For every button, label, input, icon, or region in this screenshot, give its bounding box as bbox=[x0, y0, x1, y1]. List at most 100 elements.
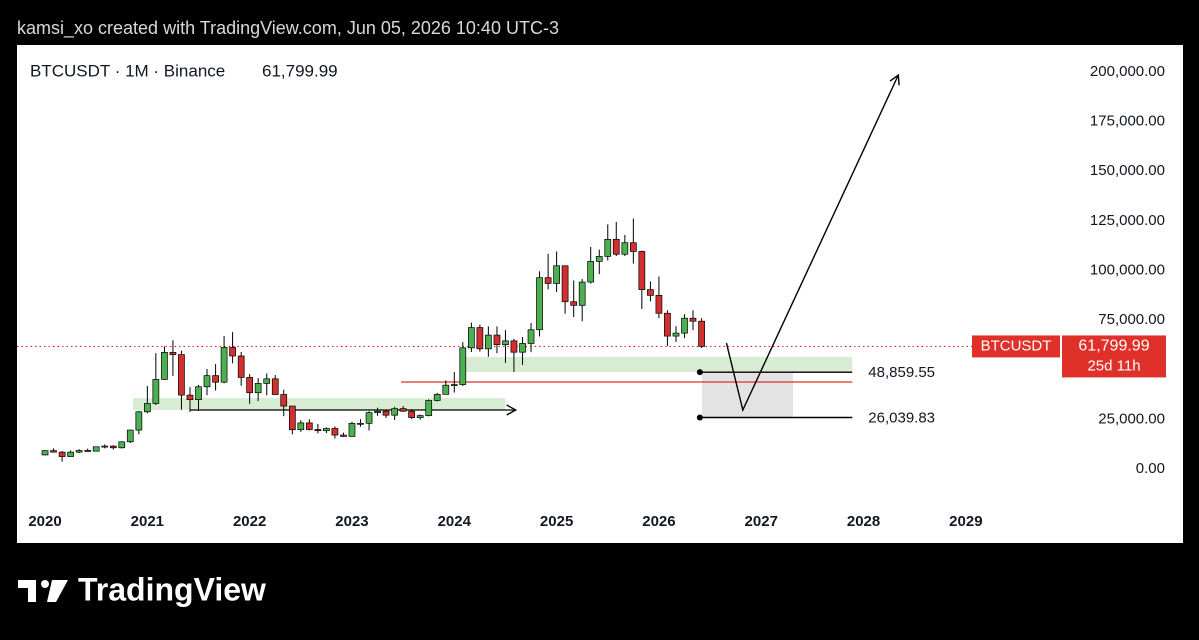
candle-body bbox=[220, 347, 228, 383]
level-label: 26,039.83 bbox=[868, 409, 935, 426]
candle-body bbox=[246, 377, 254, 394]
candle-body bbox=[254, 383, 262, 394]
candle-body bbox=[340, 434, 347, 437]
candle-body bbox=[109, 445, 117, 449]
candle-body bbox=[67, 451, 74, 457]
candle-body bbox=[689, 317, 697, 322]
x-tick-label: 2029 bbox=[949, 513, 982, 530]
candle-body bbox=[655, 295, 663, 314]
candle-body bbox=[203, 375, 211, 388]
candle-body bbox=[357, 422, 364, 425]
y-tick-label: 25,000.00 bbox=[1098, 411, 1165, 428]
candle-body bbox=[672, 332, 680, 337]
candle-body bbox=[612, 238, 620, 255]
candle-body bbox=[92, 446, 100, 452]
candle-body bbox=[297, 422, 305, 431]
x-tick-label: 2027 bbox=[745, 513, 778, 530]
candle-body bbox=[229, 347, 236, 357]
last-price-text: 61,799.99 bbox=[262, 61, 338, 80]
symbol-tag-label: BTCUSDT bbox=[981, 337, 1052, 354]
x-tick-label: 2020 bbox=[28, 513, 61, 530]
y-tick-label: 0.00 bbox=[1136, 460, 1165, 477]
footer-logo: TradingView bbox=[18, 571, 266, 607]
y-tick-label: 175,000.00 bbox=[1090, 112, 1165, 129]
candle-body bbox=[399, 408, 407, 412]
candle-body bbox=[408, 410, 415, 418]
candle-body bbox=[288, 405, 296, 431]
candle-body bbox=[365, 412, 373, 424]
level-label: 48,859.55 bbox=[868, 364, 935, 381]
candle-body bbox=[84, 450, 92, 452]
candle-body bbox=[314, 429, 322, 432]
candle-body bbox=[169, 352, 177, 355]
candle-body bbox=[195, 386, 202, 401]
price-tag bbox=[1062, 335, 1166, 378]
symbol-tag bbox=[972, 335, 1060, 358]
x-tick-label: 2026 bbox=[642, 513, 675, 530]
candle-body bbox=[647, 289, 654, 296]
footer-brand: TradingView bbox=[78, 571, 266, 607]
candle-body bbox=[476, 327, 484, 350]
candle-body bbox=[331, 428, 339, 436]
y-tick-label: 200,000.00 bbox=[1090, 63, 1165, 80]
x-tick-label: 2021 bbox=[131, 513, 164, 530]
candle-body bbox=[442, 384, 450, 395]
candle-body bbox=[75, 450, 83, 453]
x-tick-label: 2022 bbox=[233, 513, 266, 530]
candle-body bbox=[493, 334, 501, 345]
candle-body bbox=[459, 347, 467, 385]
candle-body bbox=[638, 251, 646, 290]
candle-body bbox=[536, 277, 543, 331]
candle-body bbox=[263, 378, 271, 384]
candle-body bbox=[425, 400, 433, 416]
candle-body bbox=[681, 317, 688, 334]
level-dot bbox=[696, 414, 703, 421]
countdown-label: 25d 11h bbox=[1087, 357, 1140, 374]
candle-body bbox=[348, 422, 356, 437]
candle-body bbox=[382, 410, 390, 416]
candle-body bbox=[323, 428, 330, 432]
header: kamsi_xo created with TradingView.com, J… bbox=[17, 18, 559, 39]
candle-body bbox=[280, 394, 288, 407]
x-tick-label: 2024 bbox=[438, 513, 472, 530]
logo-mark bbox=[18, 580, 36, 602]
candle-body bbox=[595, 256, 603, 262]
candle-body bbox=[391, 408, 398, 416]
candle-body bbox=[578, 281, 586, 306]
candle-body bbox=[561, 265, 569, 303]
candle-body bbox=[468, 327, 475, 349]
zone bbox=[464, 356, 853, 373]
candle-body bbox=[502, 340, 509, 345]
zone bbox=[701, 372, 793, 418]
logo-mark bbox=[47, 580, 68, 602]
candle-body bbox=[135, 411, 143, 431]
candle-body bbox=[186, 394, 194, 401]
candle-body bbox=[629, 242, 637, 252]
candle-body bbox=[416, 415, 424, 418]
candle-body bbox=[41, 450, 49, 456]
y-tick-label: 100,000.00 bbox=[1090, 261, 1165, 278]
candle-body bbox=[237, 355, 245, 378]
candle-body bbox=[374, 410, 381, 413]
candle-body bbox=[485, 334, 492, 350]
candle-body bbox=[621, 242, 629, 255]
candle-body bbox=[519, 343, 526, 353]
candle-body bbox=[152, 379, 160, 404]
zone bbox=[133, 398, 506, 411]
candle-body bbox=[570, 301, 578, 306]
candle-body bbox=[698, 320, 705, 347]
candle-body bbox=[126, 429, 134, 443]
logo-dot bbox=[41, 580, 49, 588]
candle-body bbox=[212, 375, 219, 383]
price-tag-label: 61,799.99 bbox=[1078, 338, 1149, 355]
projection-path bbox=[725, 73, 900, 413]
candle-body bbox=[161, 352, 168, 380]
candle-body bbox=[544, 277, 552, 284]
candle-body bbox=[587, 261, 595, 283]
y-tick-label: 150,000.00 bbox=[1090, 162, 1165, 179]
candle-body bbox=[58, 451, 66, 457]
chart-title: BTCUSDT · 1M · Binance bbox=[30, 61, 225, 80]
chart-panel bbox=[17, 45, 1183, 543]
